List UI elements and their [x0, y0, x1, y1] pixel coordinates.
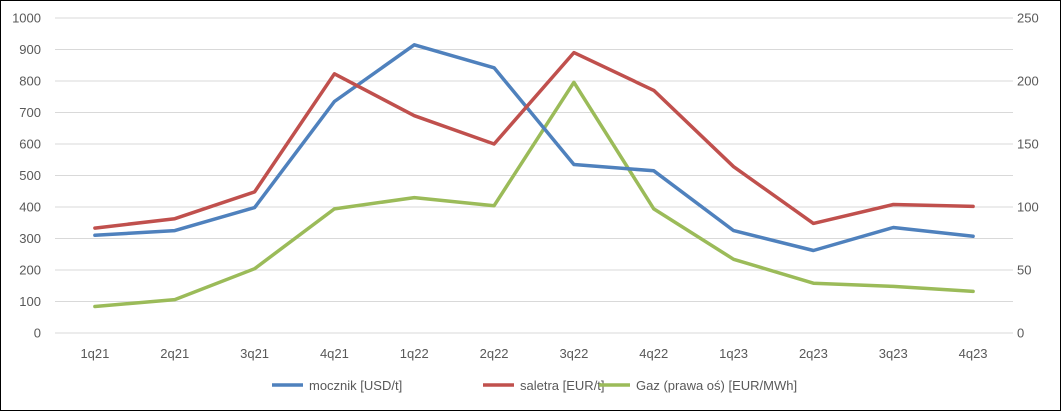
- x-tick-label: 2q23: [799, 346, 828, 361]
- left-tick-label: 200: [19, 263, 41, 278]
- series-lines: [93, 43, 975, 309]
- legend-label: mocznik [USD/t]: [309, 378, 402, 393]
- x-tick-label: 1q22: [400, 346, 429, 361]
- series-line-1: [93, 50, 975, 230]
- left-tick-label: 300: [19, 231, 41, 246]
- x-tick-label: 1q23: [719, 346, 748, 361]
- right-tick-label: 150: [1017, 137, 1039, 152]
- left-tick-label: 500: [19, 168, 41, 183]
- left-tick-label: 900: [19, 42, 41, 57]
- x-tick-label: 2q21: [160, 346, 189, 361]
- right-tick-label: 250: [1017, 11, 1039, 26]
- left-tick-label: 700: [19, 105, 41, 120]
- series-line-0: [93, 43, 975, 253]
- right-tick-label: 50: [1017, 263, 1031, 278]
- right-axis-ticks: 0 50 100 150 200 250: [1017, 11, 1039, 341]
- x-tick-label: 1q21: [80, 346, 109, 361]
- legend-label: Gaz (prawa oś) [EUR/MWh]: [636, 378, 797, 393]
- x-tick-label: 3q22: [559, 346, 588, 361]
- x-tick-label: 2q22: [480, 346, 509, 361]
- left-tick-label: 1000: [12, 11, 41, 26]
- x-tick-label: 4q21: [320, 346, 349, 361]
- series-line-2: [93, 80, 975, 309]
- x-tick-label: 3q23: [879, 346, 908, 361]
- left-tick-label: 600: [19, 137, 41, 152]
- right-tick-label: 0: [1017, 326, 1024, 341]
- legend-label: saletra [EUR/t]: [520, 378, 605, 393]
- left-tick-label: 100: [19, 294, 41, 309]
- right-tick-label: 100: [1017, 200, 1039, 215]
- left-tick-label: 0: [34, 326, 41, 341]
- left-tick-label: 800: [19, 74, 41, 89]
- right-tick-label: 200: [1017, 74, 1039, 89]
- x-axis-ticks: 1q21 2q21 3q21 4q21 1q22 2q22 3q22 4q22 1q23 2q23…: [80, 346, 987, 361]
- x-tick-label: 4q23: [959, 346, 988, 361]
- left-tick-label: 400: [19, 200, 41, 215]
- x-tick-label: 4q22: [639, 346, 668, 361]
- gridlines: [55, 17, 1013, 334]
- left-axis-ticks: 0 100 200 300 400 500 600 700 800 900 1000: [12, 11, 41, 341]
- legend: mocznik [USD/t] saletra [EUR/t] Gaz (prawa…: [272, 378, 797, 393]
- x-tick-label: 3q21: [240, 346, 269, 361]
